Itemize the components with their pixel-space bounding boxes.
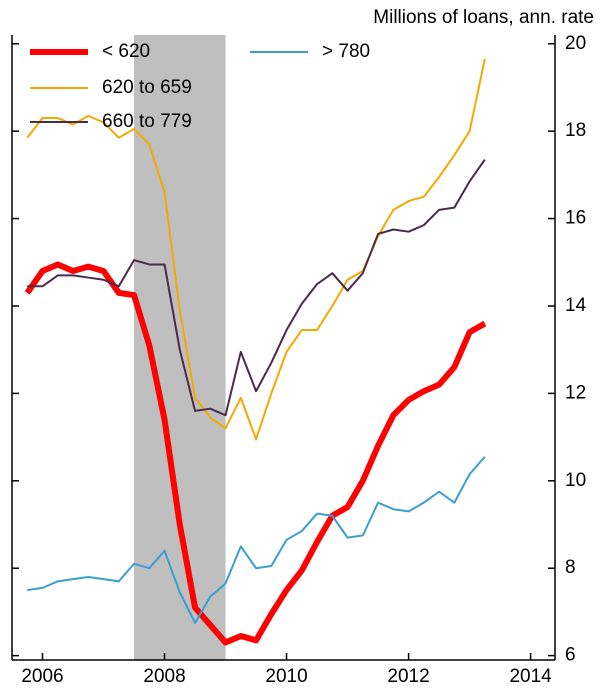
series-line: [27, 158, 486, 417]
x-tick-label: 2014: [509, 666, 552, 687]
legend-label: > 780: [322, 41, 370, 62]
y-axis-label: Millions of loans, ann. rate: [373, 7, 594, 28]
x-tick-label: 2008: [143, 666, 185, 687]
y-tick-label: 10: [565, 470, 586, 491]
y-tick-label: 8: [565, 557, 576, 578]
y-tick-label: 16: [565, 208, 586, 229]
series-line: [26, 58, 486, 441]
legend-label: 620 to 659: [102, 77, 192, 98]
x-tick-label: 2010: [265, 666, 307, 687]
y-tick-label: 6: [565, 645, 576, 666]
y-tick-label: 20: [565, 33, 586, 54]
y-tick-label: 14: [565, 295, 587, 316]
series-line: [27, 456, 486, 624]
legend-label: < 620: [102, 41, 150, 62]
x-tick-label: 2012: [387, 666, 429, 687]
y-tick-label: 12: [565, 382, 586, 403]
x-tick-label: 2006: [21, 666, 63, 687]
y-tick-label: 18: [565, 120, 586, 141]
legend-label: 660 to 779: [102, 111, 192, 132]
series-line: [24, 261, 487, 646]
